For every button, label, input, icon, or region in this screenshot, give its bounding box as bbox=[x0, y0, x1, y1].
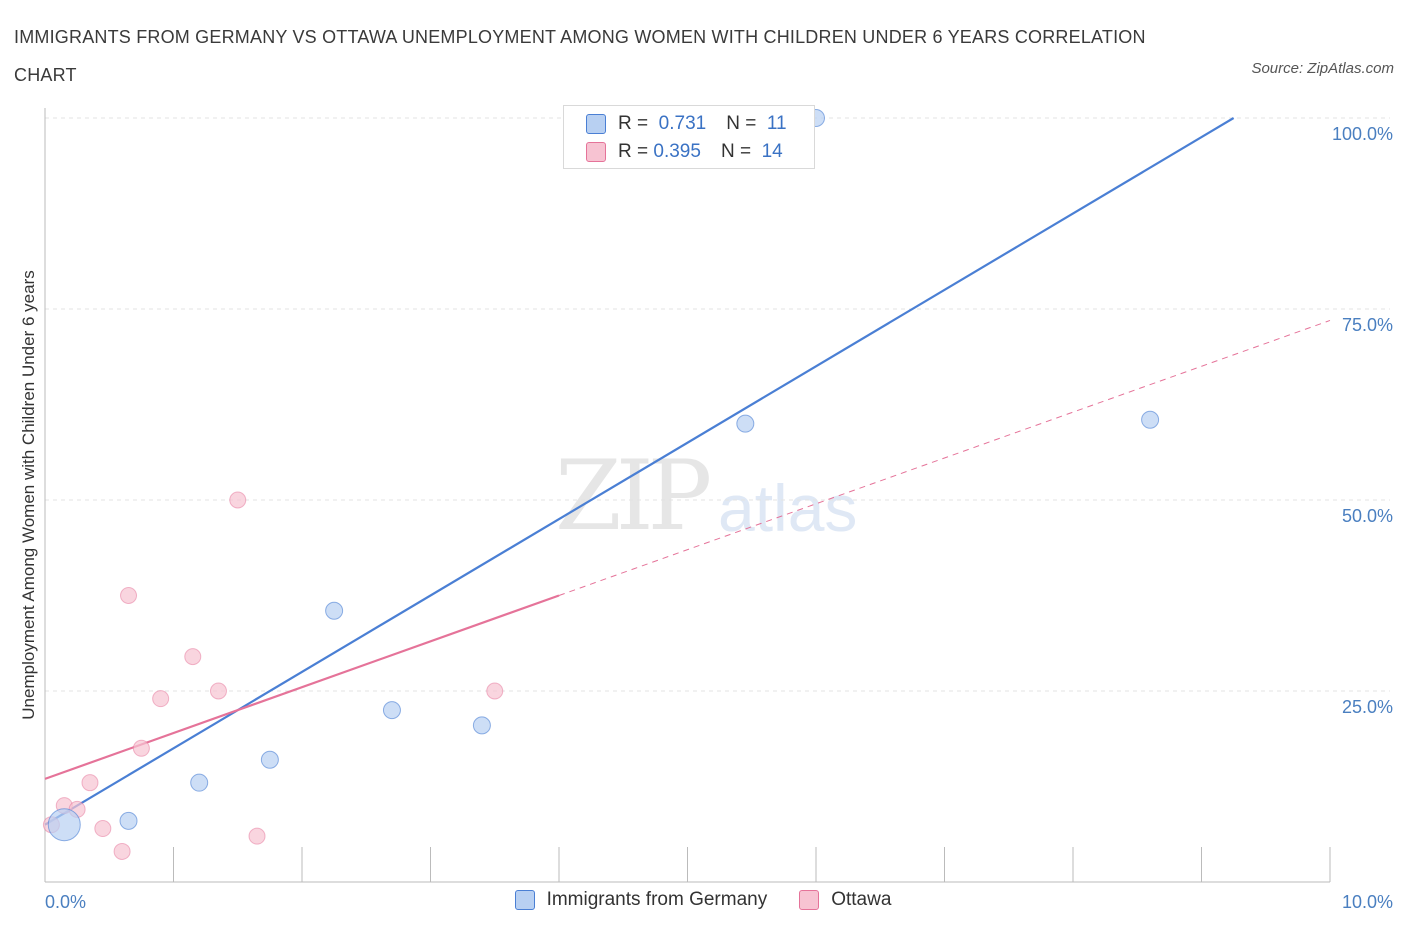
series-legend-ottawa[interactable]: Ottawa bbox=[799, 889, 891, 911]
x-tick-label: 0.0% bbox=[45, 892, 86, 912]
x-tick-label: 10.0% bbox=[1342, 892, 1393, 912]
point-germany bbox=[382, 701, 401, 720]
point-germany bbox=[325, 601, 344, 620]
trend-line-ottawa-extension bbox=[558, 319, 1331, 596]
point-germany bbox=[1141, 410, 1160, 429]
point-germany bbox=[119, 811, 138, 830]
series-label-germany: Immigrants from Germany bbox=[546, 889, 768, 910]
chart-title: IMMIGRANTS FROM GERMANY VS OTTAWA UNEMPL… bbox=[14, 27, 1146, 85]
point-ottawa bbox=[184, 648, 202, 666]
series-swatch-ottawa bbox=[799, 890, 820, 910]
trend-lines bbox=[44, 117, 1331, 826]
data-points bbox=[42, 109, 1160, 860]
source-label: Source: ZipAtlas.com bbox=[1251, 60, 1394, 77]
trend-line-ottawa bbox=[44, 594, 560, 780]
gridlines bbox=[45, 117, 1390, 692]
y-tick-label: 100.0% bbox=[1332, 124, 1393, 144]
point-ottawa bbox=[94, 820, 112, 838]
legend-r-label: R = bbox=[618, 141, 649, 162]
series-legend-germany[interactable]: Immigrants from Germany bbox=[514, 889, 768, 911]
legend-n-label: N = bbox=[720, 141, 752, 162]
legend-row-ottawa: R = 0.395 N = 14 bbox=[586, 139, 783, 165]
point-germany bbox=[47, 808, 81, 842]
legend-r-value-ottawa: 0.395 bbox=[653, 141, 701, 162]
watermark-zip: ZIP bbox=[555, 440, 712, 552]
point-germany bbox=[260, 750, 279, 769]
trend-line-germany bbox=[44, 117, 1235, 826]
point-ottawa bbox=[81, 774, 99, 792]
watermark-atlas: atlas bbox=[718, 471, 858, 545]
legend-row-germany: R = 0.731 N = 11 bbox=[586, 111, 787, 137]
point-ottawa bbox=[209, 682, 227, 700]
legend-swatch-germany bbox=[586, 114, 606, 134]
axes bbox=[44, 108, 1331, 883]
point-germany bbox=[736, 414, 755, 433]
series-legend: Immigrants from Germany Ottawa bbox=[0, 889, 1406, 911]
point-germany bbox=[190, 773, 209, 792]
legend-n-value-germany: 11 bbox=[766, 113, 787, 134]
legend-swatch-ottawa bbox=[586, 142, 606, 162]
point-ottawa bbox=[486, 682, 504, 700]
legend-r-label: R = bbox=[618, 113, 649, 134]
series-swatch-germany bbox=[514, 890, 535, 910]
y-tick-label: 50.0% bbox=[1342, 506, 1393, 526]
correlation-legend: R = 0.731 N = 11 R = 0.395 N = 14 bbox=[563, 105, 815, 169]
series-label-ottawa: Ottawa bbox=[831, 889, 892, 910]
legend-n-value-ottawa: 14 bbox=[761, 141, 783, 162]
y-tick-label: 25.0% bbox=[1342, 697, 1393, 717]
point-ottawa bbox=[120, 587, 138, 604]
point-ottawa bbox=[113, 842, 131, 860]
point-ottawa bbox=[152, 690, 170, 708]
legend-r-value-germany: 0.731 bbox=[658, 113, 707, 134]
y-tick-label: 75.0% bbox=[1342, 315, 1393, 335]
point-ottawa bbox=[229, 491, 247, 509]
point-germany bbox=[472, 716, 491, 735]
point-ottawa bbox=[248, 827, 266, 845]
y-axis-title: Unemployment Among Women with Children U… bbox=[19, 270, 38, 719]
legend-n-label: N = bbox=[726, 113, 757, 134]
tick-labels: 25.0% 50.0% 75.0% 100.0% 0.0% 10.0% bbox=[45, 124, 1393, 912]
point-ottawa bbox=[132, 739, 150, 757]
